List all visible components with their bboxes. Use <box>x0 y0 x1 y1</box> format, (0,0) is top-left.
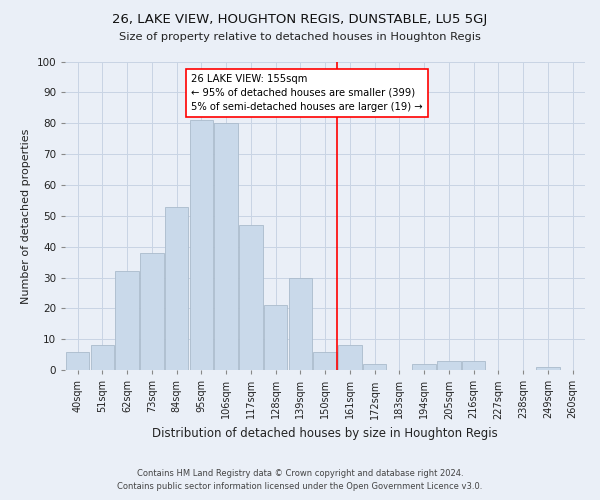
Bar <box>115 272 139 370</box>
Bar <box>437 361 461 370</box>
Bar <box>289 278 312 370</box>
Bar <box>313 352 337 370</box>
Text: Contains HM Land Registry data © Crown copyright and database right 2024.
Contai: Contains HM Land Registry data © Crown c… <box>118 469 482 491</box>
Bar <box>91 346 114 370</box>
Bar <box>462 361 485 370</box>
Text: 26, LAKE VIEW, HOUGHTON REGIS, DUNSTABLE, LU5 5GJ: 26, LAKE VIEW, HOUGHTON REGIS, DUNSTABLE… <box>112 12 488 26</box>
Bar <box>536 367 560 370</box>
Text: Size of property relative to detached houses in Houghton Regis: Size of property relative to detached ho… <box>119 32 481 42</box>
Bar <box>363 364 386 370</box>
Bar <box>214 123 238 370</box>
Text: 26 LAKE VIEW: 155sqm
← 95% of detached houses are smaller (399)
5% of semi-detac: 26 LAKE VIEW: 155sqm ← 95% of detached h… <box>191 74 423 112</box>
Bar <box>190 120 213 370</box>
Bar <box>165 206 188 370</box>
Bar <box>264 306 287 370</box>
Bar <box>338 346 362 370</box>
Y-axis label: Number of detached properties: Number of detached properties <box>21 128 31 304</box>
Bar <box>66 352 89 370</box>
Bar <box>140 253 164 370</box>
X-axis label: Distribution of detached houses by size in Houghton Regis: Distribution of detached houses by size … <box>152 427 498 440</box>
Bar <box>412 364 436 370</box>
Bar <box>239 225 263 370</box>
